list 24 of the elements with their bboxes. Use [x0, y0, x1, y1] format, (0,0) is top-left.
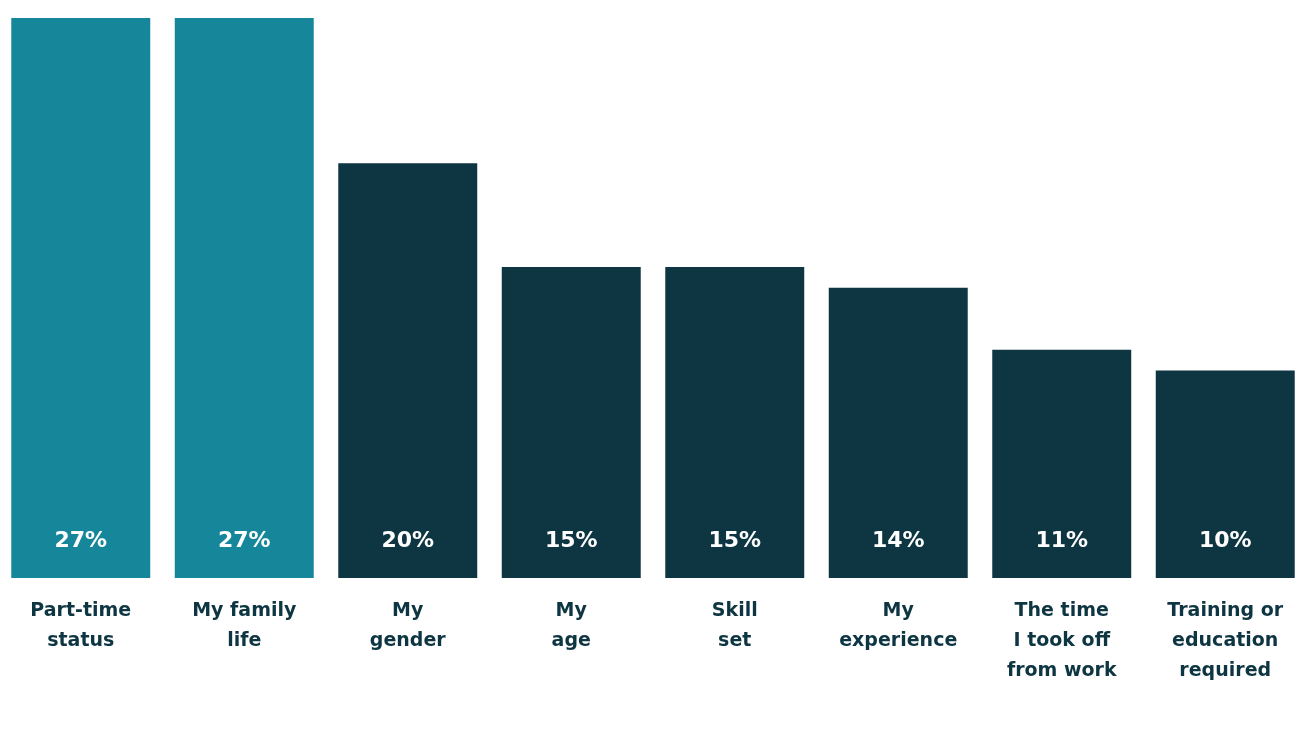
data-label: 15%: [544, 527, 598, 552]
data-label: 11%: [1035, 527, 1089, 552]
x-tick-label: My age: [551, 597, 591, 650]
data-label: 20%: [381, 527, 435, 552]
x-tick-label: My family life: [192, 597, 297, 650]
bar: [992, 349, 1132, 578]
data-label: 15%: [708, 527, 762, 552]
bar: [1155, 370, 1295, 578]
bar: [11, 18, 151, 578]
bar: [828, 287, 968, 578]
bar: [501, 266, 641, 578]
x-tick-label: My gender: [369, 597, 447, 650]
x-tick-label: Part-time status: [30, 597, 132, 650]
x-tick-label: Skill set: [711, 597, 758, 650]
bar: [338, 163, 478, 578]
x-tick-label: My experience: [839, 597, 958, 650]
data-label: 27%: [217, 527, 271, 552]
bar: [665, 266, 805, 578]
data-label: 27%: [54, 527, 108, 552]
data-label: 10%: [1198, 527, 1252, 552]
x-tick-label: Training or education required: [1167, 597, 1284, 680]
x-tick-label: The time I took off from work: [1006, 597, 1117, 680]
data-label: 14%: [871, 527, 925, 552]
bar: [174, 18, 314, 578]
